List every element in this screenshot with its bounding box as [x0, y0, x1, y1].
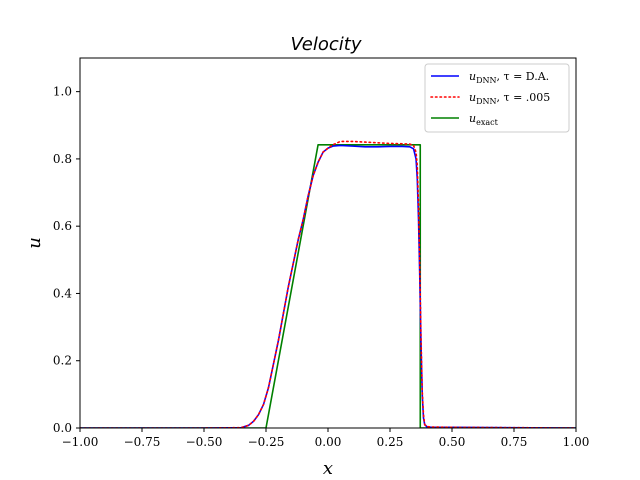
series-dnn-da-line: [80, 144, 576, 428]
legend-entry-dnn-005: uDNN, τ = .005: [430, 91, 550, 106]
x-tick-label: 0.75: [501, 435, 528, 449]
x-tick-label: 0.00: [315, 435, 342, 449]
axes-layer: −1.00 −0.75 −0.50 −0.25 0.00 0.25 0.50 0.75 1.00…: [53, 57, 590, 449]
y-tick-label: 0.0: [53, 421, 72, 435]
legend-entry-dnn-da: uDNN, τ = D.A.: [431, 70, 549, 85]
x-tick-label: 1.00: [563, 435, 590, 449]
chart-title: Velocity: [291, 34, 362, 55]
y-tick-label: 1.0: [53, 85, 72, 99]
y-tick-label: 0.6: [53, 219, 72, 233]
y-tick-label: 0.4: [53, 286, 72, 300]
legend-label: uexact: [469, 112, 499, 127]
series-layer: [80, 140, 576, 428]
x-axis-label: x: [323, 458, 333, 479]
legend-label: uDNN, τ = D.A.: [469, 70, 549, 85]
x-tick-label: 0.50: [439, 435, 466, 449]
x-tick-label: −0.50: [186, 435, 223, 449]
legend: uDNN, τ = D.A. uDNN, τ = .005 uexact: [424, 63, 570, 133]
series-dnn-005-line: [80, 140, 576, 428]
x-tick-label: 0.25: [377, 435, 404, 449]
y-tick-label: 0.8: [53, 152, 72, 166]
x-tick-label: −1.00: [62, 435, 99, 449]
x-tick-label: −0.25: [248, 435, 285, 449]
series-exact-line: [80, 143, 576, 428]
legend-entry-exact: uexact: [431, 112, 499, 127]
x-tick-label: −0.75: [124, 435, 161, 449]
y-tick-label: 0.2: [53, 354, 72, 368]
legend-label: uDNN, τ = .005: [469, 91, 550, 106]
y-axis-label: u: [24, 237, 45, 249]
